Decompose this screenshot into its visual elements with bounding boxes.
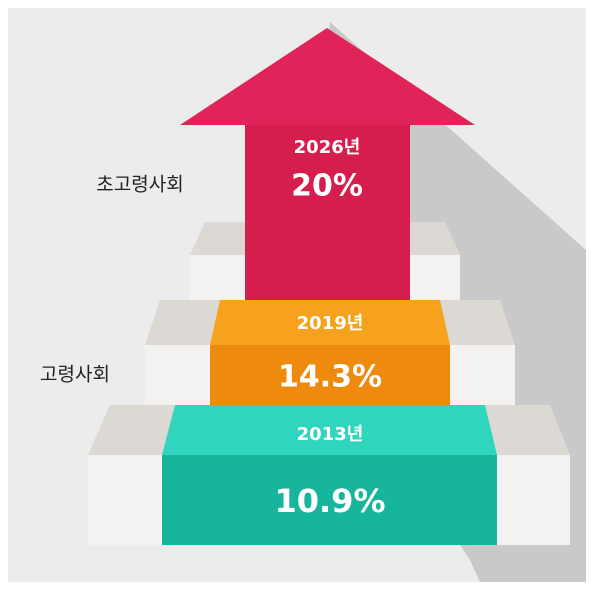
percent: 10.9%: [274, 482, 385, 520]
infographic: 초고령사회 고령사회 2026년 20% 2019년 14.3% 2013년 1…: [0, 0, 594, 590]
page: 초고령사회 고령사회 2026년 20% 2019년 14.3% 2013년 1…: [0, 0, 594, 590]
percent: 14.3%: [278, 360, 382, 395]
year: 2026년: [294, 137, 361, 158]
year: 2019년: [297, 313, 364, 334]
label: 초고령사회: [96, 174, 183, 196]
year: 2013년: [297, 424, 364, 445]
percent: 20%: [291, 169, 363, 204]
label: 고령사회: [40, 364, 110, 386]
